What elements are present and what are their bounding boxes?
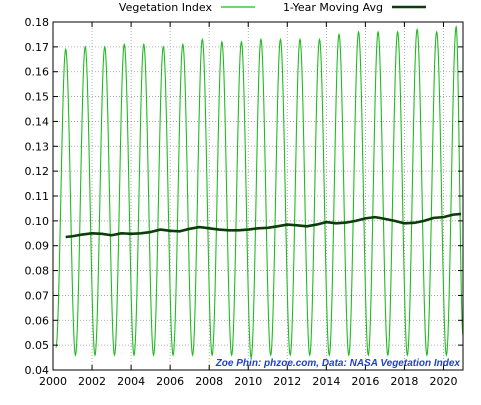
y-tick-label: 0.04 — [25, 364, 50, 377]
y-tick-label: 0.15 — [25, 91, 50, 104]
y-tick-label: 0.18 — [25, 16, 50, 29]
axis-ticks: 0.04 0.05 0.06 0.07 0.08 0.09 0.10 0.11 0.12 0.13… — [25, 16, 463, 388]
y-tick-label: 0.10 — [25, 215, 50, 228]
x-tick-label: 2002 — [78, 375, 106, 388]
y-tick-label: 0.16 — [25, 66, 50, 79]
y-tick-label: 0.08 — [25, 265, 50, 278]
data-credit-annotation: Zoe Phin: phzoe.com, Data: NASA Vegetati… — [215, 358, 461, 369]
grid-lines — [53, 22, 463, 370]
legend-label-moving-avg: 1-Year Moving Avg — [283, 1, 383, 14]
y-tick-label: 0.13 — [25, 140, 50, 153]
x-tick-label: 2004 — [117, 375, 145, 388]
x-tick-label: 2020 — [429, 375, 457, 388]
legend: Vegetation Index 1-Year Moving Avg — [119, 1, 426, 14]
y-tick-label: 0.06 — [25, 314, 50, 327]
x-tick-label: 2014 — [312, 375, 340, 388]
x-tick-label: 2016 — [351, 375, 379, 388]
x-tick-label: 2018 — [390, 375, 418, 388]
y-tick-label: 0.11 — [25, 190, 50, 203]
y-tick-label: 0.17 — [25, 41, 50, 54]
x-tick-label: 2012 — [273, 375, 301, 388]
x-tick-label: 2006 — [156, 375, 184, 388]
y-tick-label: 0.07 — [25, 289, 50, 302]
series-line-moving-avg — [65, 212, 462, 239]
series-lines — [55, 25, 464, 360]
y-tick-label: 0.12 — [25, 165, 50, 178]
x-tick-label: 2008 — [195, 375, 223, 388]
series-line-vegetation-index — [55, 25, 464, 360]
x-tick-label: 2000 — [39, 375, 67, 388]
x-tick-label: 2010 — [234, 375, 262, 388]
y-tick-label: 0.09 — [25, 240, 50, 253]
y-tick-label: 0.05 — [25, 339, 50, 352]
legend-label-vegetation-index: Vegetation Index — [119, 1, 213, 14]
y-tick-label: 0.14 — [25, 115, 50, 128]
